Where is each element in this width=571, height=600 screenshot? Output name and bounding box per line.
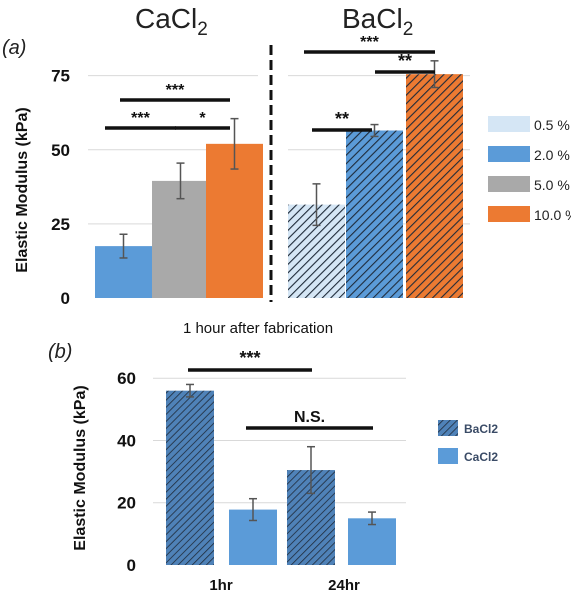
significance-label: ***	[131, 110, 150, 127]
y-tick-label: 25	[51, 215, 70, 234]
legend-label: 0.5 %	[534, 117, 570, 133]
y-tick-label: 75	[51, 67, 70, 86]
legend-swatch	[488, 146, 530, 162]
y-tick-label: 20	[117, 494, 136, 513]
significance-label: ***	[360, 34, 379, 51]
x-axis-label-a: 1 hour after fabrication	[183, 320, 333, 337]
bar	[346, 130, 403, 298]
group-title-cacl2: CaCl2	[135, 3, 208, 40]
bar	[152, 180, 209, 298]
significance-label: ***	[166, 82, 185, 99]
group-title-bacl2: BaCl2	[342, 3, 413, 40]
panel-a-label: (a)	[2, 37, 26, 59]
y-tick-label: 0	[61, 289, 70, 308]
y-axis-label-b: Elastic Modulus (kPa)	[72, 385, 89, 550]
y-tick-label: 40	[117, 431, 136, 450]
legend-label: 10.0 %	[534, 207, 571, 223]
x-tick-label: 24hr	[328, 577, 360, 594]
legend-swatch	[438, 448, 458, 464]
significance-label: *	[199, 110, 206, 127]
y-tick-label: 0	[127, 556, 136, 575]
bar	[166, 390, 214, 565]
bars-a	[95, 60, 463, 298]
significance-a: ****** ********	[105, 34, 435, 132]
legend-label: BaCl2	[464, 422, 498, 436]
legend-label: 5.0 %	[534, 177, 570, 193]
legend-swatch	[488, 206, 530, 222]
y-tick-label: 60	[117, 369, 136, 388]
x-tick-label: 1hr	[209, 577, 233, 594]
bar	[348, 518, 396, 565]
panel-b-label: (b)	[48, 341, 72, 363]
bars-b	[166, 383, 396, 565]
significance-label: **	[398, 51, 412, 71]
bar	[406, 74, 463, 298]
significance-label: N.S.	[294, 409, 325, 426]
legend-label: CaCl2	[464, 450, 498, 464]
legend-label: 2.0 %	[534, 147, 570, 163]
legend-a: 0.5 % 2.0 % 5.0 % 10.0 %	[488, 116, 571, 223]
legend-b: BaCl2 CaCl2	[438, 420, 498, 464]
panel-b: (b) Elastic Modulus (kPa) 0 20 40 60 1hr…	[48, 341, 498, 594]
significance-label: **	[335, 109, 349, 129]
significance-b: *** N.S.	[188, 348, 373, 430]
legend-swatch	[438, 420, 458, 436]
legend-swatch	[488, 176, 530, 192]
y-tick-label: 50	[51, 141, 70, 160]
panel-a: (a) CaCl2 BaCl2 Elastic Modulus (kPa) 0 …	[2, 3, 571, 337]
y-axis-label-a: Elastic Modulus (kPa)	[14, 107, 31, 272]
significance-label: ***	[239, 348, 260, 368]
legend-swatch	[488, 116, 530, 132]
